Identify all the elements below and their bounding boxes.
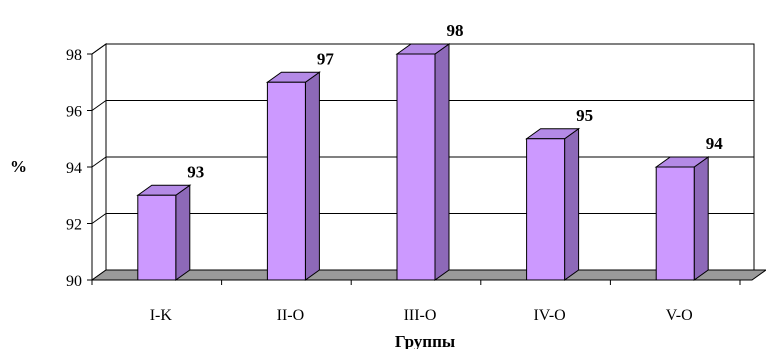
bar-side — [564, 127, 580, 281]
data-label: 98 — [447, 21, 464, 40]
bars — [136, 43, 710, 281]
bar — [137, 194, 177, 281]
data-label: 94 — [706, 134, 724, 153]
x-tick-label: IV-O — [533, 307, 565, 324]
bar — [266, 81, 306, 281]
x-tick-labels: I-K II-O III-O IV-O V-O — [150, 307, 693, 324]
gridline-side — [91, 43, 107, 55]
y-tick-label: 92 — [66, 217, 82, 234]
data-labels: 93 97 98 95 94 — [187, 21, 723, 181]
x-tick-label: V-O — [666, 307, 693, 324]
y-axis-title: % — [10, 157, 27, 176]
bar — [526, 138, 566, 281]
data-label: 97 — [317, 49, 335, 68]
bar-side — [434, 43, 450, 281]
x-axis-title: Группы — [395, 332, 455, 349]
data-label: 95 — [576, 106, 593, 125]
bar — [396, 53, 436, 281]
y-tick-label: 90 — [66, 273, 82, 290]
x-tick-label: III-O — [404, 307, 437, 324]
gridline-side — [91, 213, 107, 224]
y-tick-label: 98 — [66, 47, 82, 64]
bar-side — [175, 184, 191, 281]
gridline-side — [91, 156, 107, 168]
bar-side — [693, 156, 709, 281]
y-tick-labels: 90 92 94 96 98 — [66, 47, 82, 290]
bar — [655, 166, 695, 281]
data-label: 93 — [187, 162, 204, 181]
gridline-side — [91, 100, 107, 111]
x-tick-label: I-K — [150, 307, 173, 324]
y-tick-label: 96 — [66, 104, 82, 121]
x-tick-label: II-O — [277, 307, 305, 324]
y-tick-label: 94 — [66, 160, 82, 177]
bar-side — [304, 71, 320, 281]
